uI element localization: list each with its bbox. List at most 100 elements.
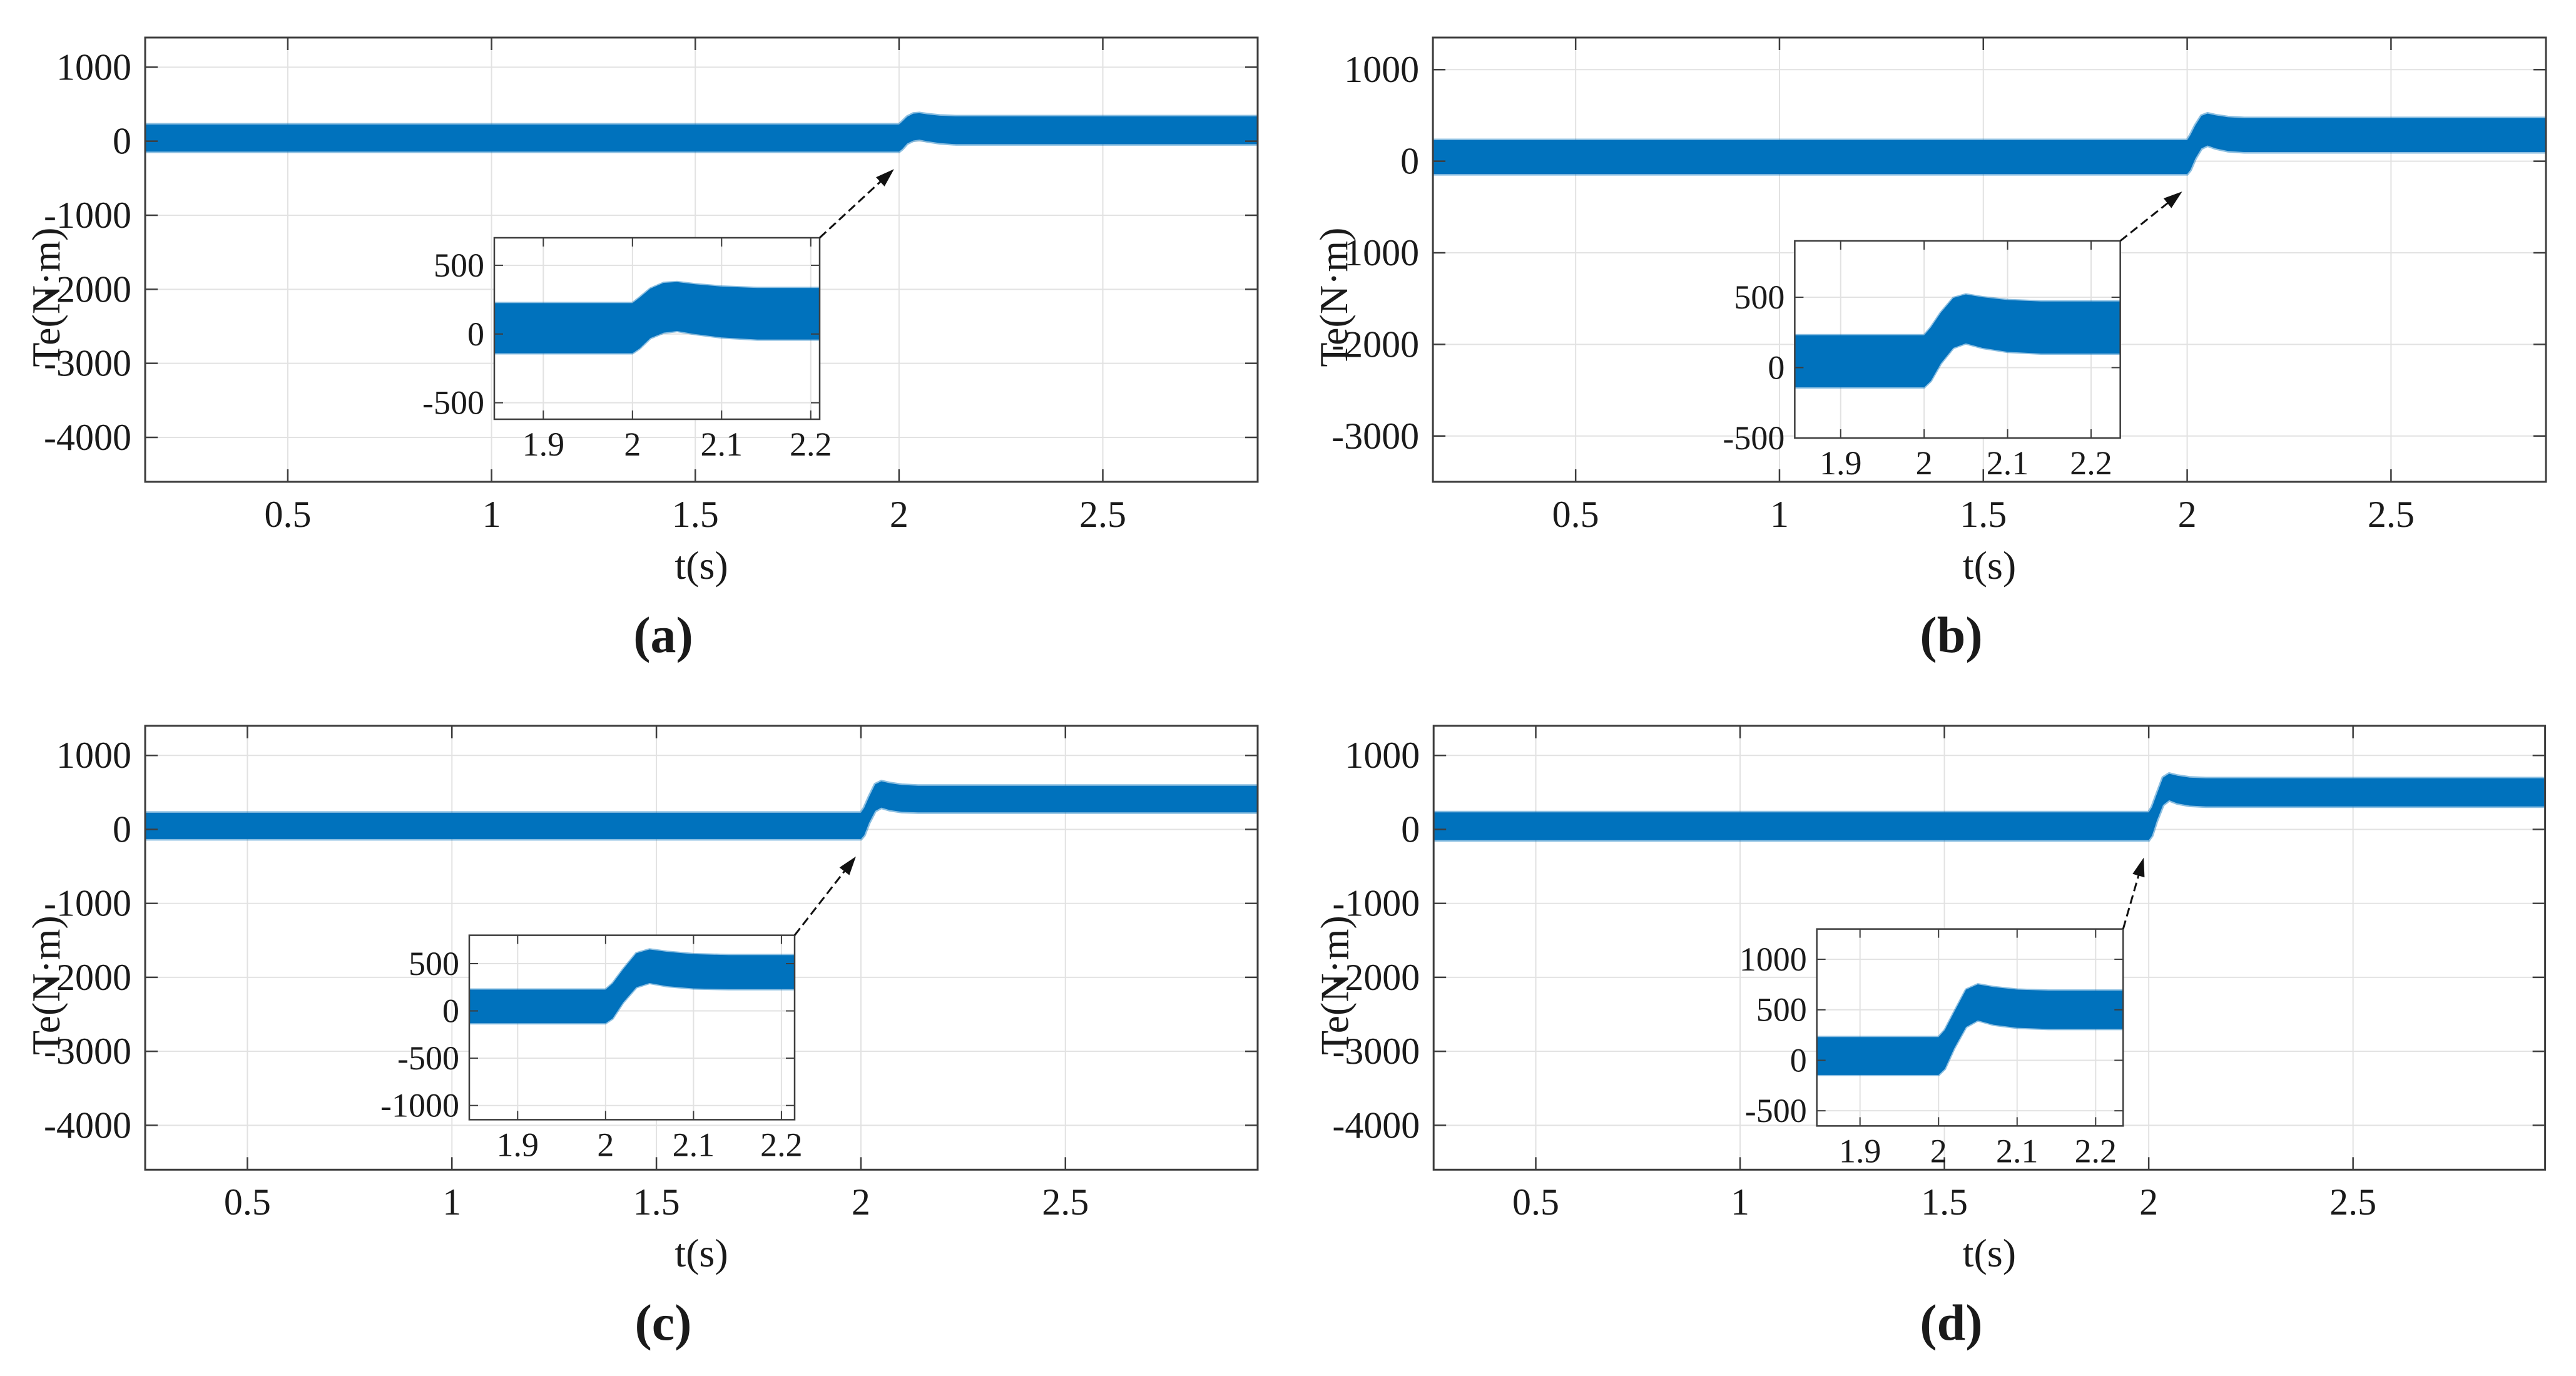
inset-torque-band [1816,983,2124,1076]
inset-x-tick-label: 2 [624,426,641,463]
inset-y-tick-labels: 500 0 -500 [1723,278,1784,457]
axes-box [144,36,1259,483]
inset-x-tick-label: 2.1 [673,1126,715,1163]
inset-x-tick-labels: 1.9 2 2.1 2.2 [522,426,832,463]
x-axis-label: t(s) [1963,543,2016,588]
inset-y-tick-label: -1000 [380,1087,459,1124]
inset-box [1816,928,2124,1127]
subplot-letter: (b) [1920,606,1982,663]
zoom-callout-arrow [793,856,856,936]
subplot-b: 0.5 1 1.5 2 2.5 1000 0 -1000 -2000 -3000 t(s) Te(N·… [1288,0,2576,688]
y-tick-label: -2000 [1331,324,1419,365]
inset-box [468,934,796,1121]
zoom-callout-arrow [818,169,894,239]
y-tick-label: -4000 [1332,1104,1420,1146]
subplot-letter: (d) [1920,1294,1982,1351]
inset-x-tick-label: 1.9 [522,426,565,463]
inset-y-tick-label: 0 [1768,349,1784,387]
subplot-letter: (c) [634,1294,691,1351]
y-axis-label: Te(N·m) [1311,228,1356,367]
inset-y-tick-label: -500 [397,1039,459,1077]
inset-x-tick-label: 2.2 [2075,1132,2117,1170]
inset-x-tick-label: 2.2 [760,1126,802,1163]
inset-axes: 1.9 2 2.1 2.2 1000 500 0 -500 [1739,928,2124,1170]
subplot-letter: (a) [633,606,693,663]
axis-ticks [1433,725,2545,1170]
inset-y-tick-labels: 1000 500 0 -500 [1739,940,1807,1129]
y-axis-label: Te(N·m) [24,228,68,367]
subplot-d: 0.5 1 1.5 2 2.5 1000 0 -1000 -2000 -3000 -4000 t(s)… [1288,688,2576,1376]
zoom-callout-arrow [2122,857,2145,930]
x-tick-label: 2.5 [2368,494,2415,535]
x-tick-label: 1.5 [672,494,719,535]
inset-x-tick-labels: 1.9 2 2.1 2.2 [1839,1132,2117,1170]
inset-x-tick-label: 2 [597,1126,614,1163]
inset-y-tick-label: 0 [1790,1041,1807,1079]
y-tick-labels: 1000 0 -1000 -2000 -3000 -4000 [44,46,131,458]
inset-ticks [469,935,795,1120]
x-axis-label: t(s) [675,1231,728,1275]
inset-axes: 1.9 2 2.1 2.2 500 0 -500 [422,237,832,463]
inset-y-tick-labels: 500 0 -500 [422,247,484,422]
y-tick-label: 0 [113,121,131,162]
y-tick-label: -3000 [1331,415,1419,457]
inset-torque-band [494,280,820,355]
inset-y-tick-label: -500 [1745,1092,1807,1129]
subplot-a: 0.5 1 1.5 2 2.5 1000 0 -1000 -2000 -3000 -4000 t(s)… [0,0,1288,688]
x-tick-label: 2 [2139,1181,2158,1223]
inset-y-tick-label: -500 [422,384,484,422]
inset-x-tick-label: 2.1 [1996,1132,2038,1170]
y-axis-label: Te(N·m) [1312,915,1357,1055]
inset-y-tick-label: 0 [467,315,484,353]
subplot-a-canvas: 0.5 1 1.5 2 2.5 1000 0 -1000 -2000 -3000 -4000 t(s)… [0,0,1288,688]
inset-x-tick-label: 2 [1916,444,1933,482]
x-tick-labels: 0.5 1 1.5 2 2.5 [1512,1181,2376,1223]
y-tick-label: 0 [1401,808,1420,850]
arrow-shaft [793,862,852,936]
axis-ticks [1433,38,2546,482]
axis-ticks [145,725,1258,1170]
x-tick-label: 1 [1770,494,1789,535]
y-tick-label: -3000 [44,343,131,384]
inset-y-tick-label: 500 [409,945,459,982]
inset-y-tick-label: 0 [442,992,459,1030]
y-tick-label: -3000 [1332,1031,1420,1072]
arrow-shaft [2119,195,2177,242]
axis-ticks [145,38,1258,482]
inset-ticks [494,238,820,419]
arrow-head-icon [2132,857,2145,878]
inset-x-tick-label: 1.9 [1839,1132,1881,1170]
inset-x-tick-label: 2 [1930,1132,1947,1170]
x-tick-label: 0.5 [1552,494,1599,535]
y-tick-label: 1000 [56,46,131,88]
inset-x-tick-label: 2.2 [2070,444,2112,482]
x-tick-label: 1.5 [633,1181,680,1223]
y-tick-labels: 1000 0 -1000 -2000 -3000 [1331,49,1419,457]
x-axis-label: t(s) [675,543,728,588]
y-tick-label: -1000 [1331,232,1419,273]
y-tick-label: 0 [1400,141,1419,182]
inset-x-tick-label: 2.1 [1987,444,2029,482]
x-tick-label: 1.5 [1960,494,2007,535]
y-tick-labels: 1000 0 -1000 -2000 -3000 -4000 [1332,735,1420,1146]
y-tick-label: 0 [113,808,131,850]
x-tick-labels: 0.5 1 1.5 2 2.5 [264,494,1126,535]
inset-y-tick-label: 500 [1734,278,1784,316]
y-tick-label: 1000 [1345,735,1420,776]
arrow-head-icon [876,169,894,186]
inset-torque-band [1795,293,2120,389]
arrow-shaft [818,173,890,239]
subplot-c: 0.5 1 1.5 2 2.5 1000 0 -1000 -2000 -3000 -4000 t(s)… [0,688,1288,1376]
inset-ticks [1795,241,2120,439]
y-tick-labels: 1000 0 -1000 -2000 -3000 -4000 [44,735,131,1146]
inset-y-tick-label: 1000 [1739,940,1807,978]
y-tick-label: -4000 [44,417,131,458]
x-tick-label: 2.5 [1042,1181,1089,1223]
arrow-head-icon [839,856,856,875]
y-tick-label: -2000 [1332,957,1420,998]
inset-box [1794,240,2121,439]
inset-axes: 1.9 2 2.1 2.2 500 0 -500 -1000 [380,934,803,1163]
inset-x-tick-label: 1.9 [1820,444,1862,482]
y-tick-label: -3000 [44,1031,131,1072]
inset-y-tick-label: 500 [434,247,484,284]
